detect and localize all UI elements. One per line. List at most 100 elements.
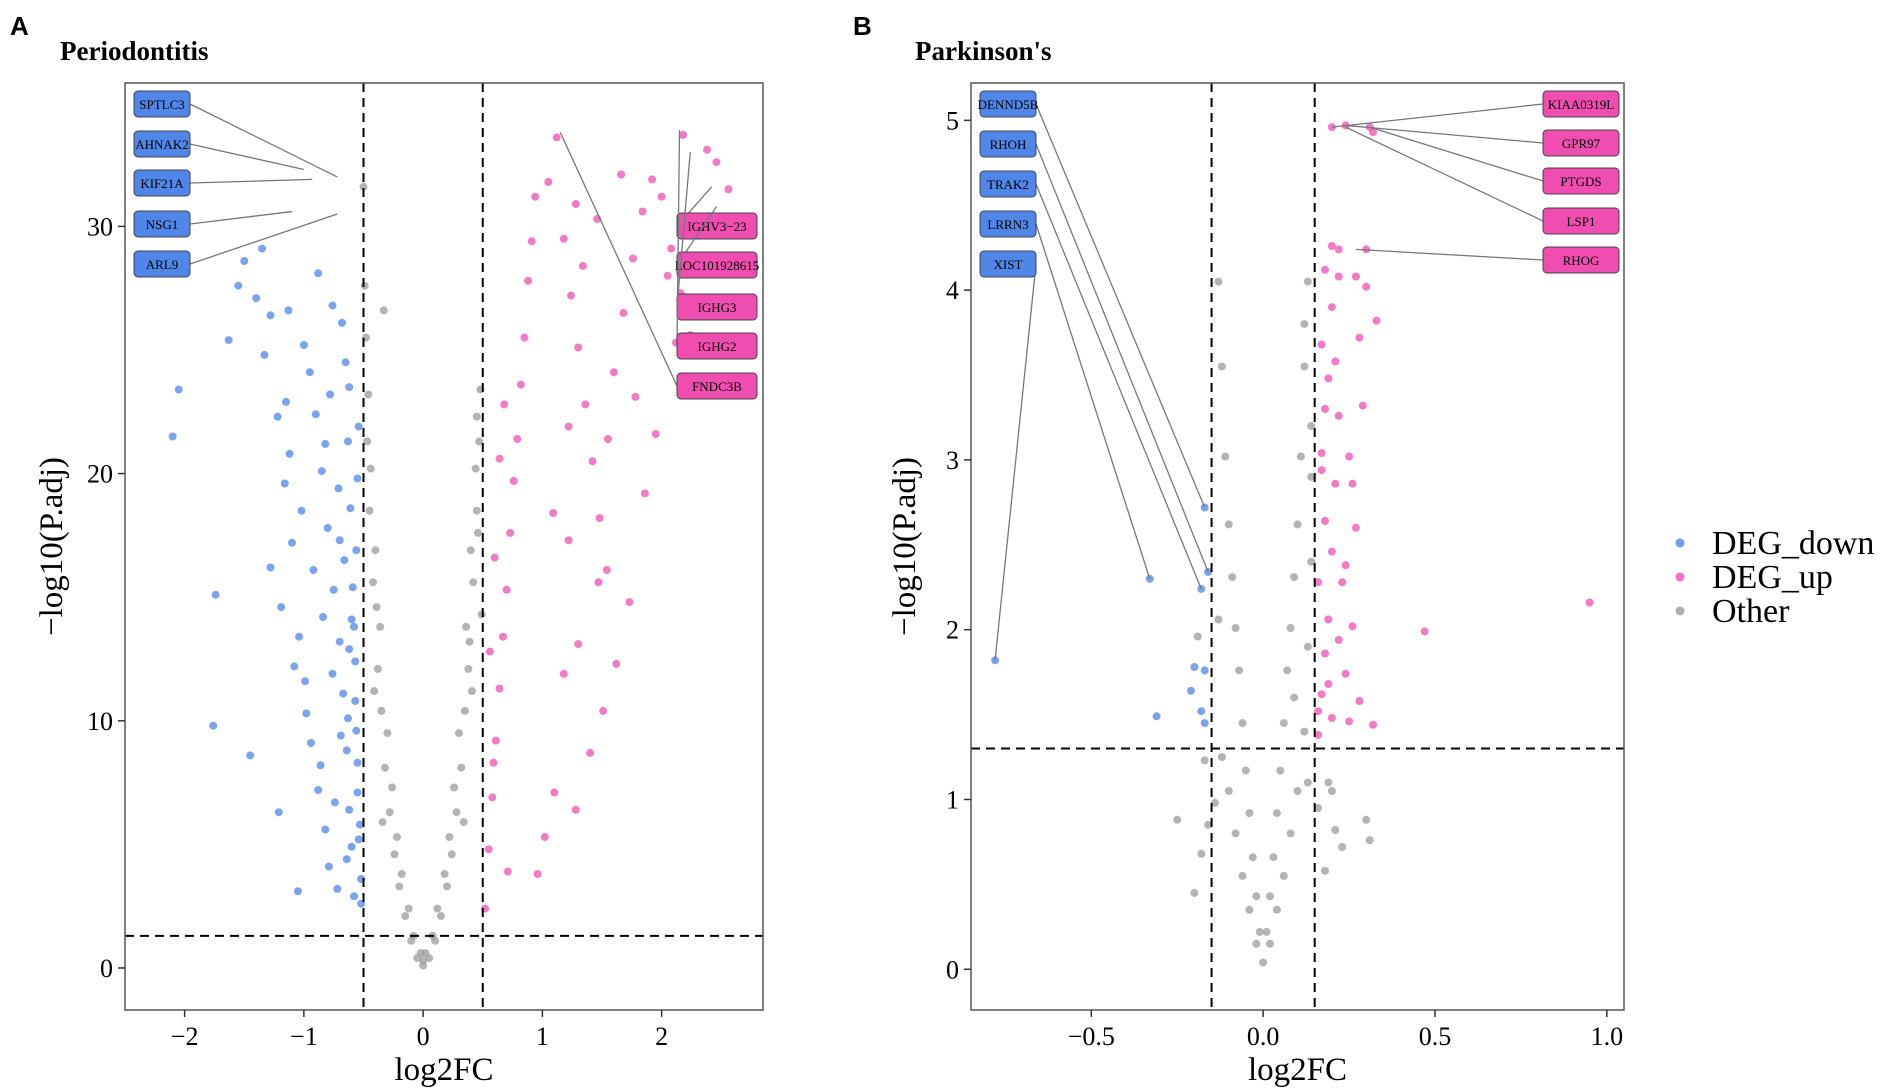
point-deg_up: [1345, 452, 1354, 461]
y-tick-label: 0: [100, 954, 113, 983]
point-deg_up: [489, 758, 498, 767]
point-deg_down: [209, 721, 218, 730]
point-deg_up: [1348, 479, 1357, 488]
point-other: [1231, 624, 1240, 632]
point-deg_down: [351, 657, 360, 666]
legend-key-deg_down: [1675, 538, 1685, 548]
point-deg_down: [301, 677, 310, 686]
point-deg_down: [346, 504, 355, 513]
point-other: [1286, 624, 1295, 632]
point-other: [1307, 472, 1316, 481]
point-deg_up: [550, 788, 559, 797]
point-other: [1214, 615, 1223, 624]
point-deg_up: [703, 145, 711, 154]
point-deg_down: [211, 590, 220, 599]
point-deg_down: [280, 479, 289, 488]
point-deg_up: [1334, 411, 1343, 420]
point-other: [404, 904, 413, 913]
point-other: [369, 578, 377, 587]
point-other: [1173, 815, 1182, 824]
gene-label-text: DENND5B: [978, 97, 1039, 112]
point-deg_down: [317, 467, 326, 476]
point-deg_down: [260, 350, 269, 359]
point-other: [443, 882, 451, 891]
point-deg_down: [333, 884, 342, 893]
point-other: [1314, 804, 1323, 812]
point-other: [1365, 836, 1374, 845]
gene-label-box: [676, 372, 758, 400]
point-deg_down: [991, 656, 1000, 665]
point-deg_up: [506, 528, 515, 537]
point-deg_up: [564, 422, 573, 431]
point-deg_down: [352, 546, 361, 555]
legend-key-other: [1675, 606, 1685, 616]
point-deg_down: [305, 368, 314, 377]
point-other: [421, 949, 430, 958]
data-points: [991, 121, 1594, 967]
point-other: [1279, 719, 1288, 728]
point-other: [381, 763, 389, 772]
point-other: [376, 622, 385, 631]
point-deg_up: [1358, 401, 1367, 410]
point-other: [1300, 320, 1309, 329]
point-other: [1255, 927, 1264, 936]
point-deg_down: [347, 615, 356, 624]
point-other: [465, 637, 474, 646]
point-deg_up: [586, 748, 595, 757]
point-other: [1300, 362, 1309, 371]
point-other: [370, 687, 379, 696]
gene-label-text: PTGDS: [1560, 174, 1601, 189]
point-other: [1217, 362, 1226, 371]
gene-label-connector: [1035, 223, 1151, 579]
x-tick-label: 2: [655, 1022, 668, 1051]
y-tick-label: 0: [946, 955, 959, 984]
point-deg_down: [1145, 574, 1154, 583]
point-deg_down: [348, 583, 357, 592]
gene-label-box: [133, 250, 191, 278]
point-deg_up: [1317, 340, 1326, 349]
point-other: [371, 546, 380, 555]
point-deg_down: [345, 805, 354, 814]
point-other: [1266, 892, 1274, 901]
gene-label-connector: [559, 132, 678, 387]
point-deg_down: [1197, 707, 1206, 716]
point-other: [445, 833, 454, 841]
gene-label-text: RHOH: [990, 137, 1027, 152]
point-other: [1221, 452, 1230, 461]
point-deg_down: [334, 484, 343, 493]
point-deg_down: [321, 439, 330, 448]
point-deg_up: [712, 158, 721, 167]
point-deg_up: [513, 435, 522, 443]
point-deg_up: [1327, 547, 1336, 556]
gene-label-text: LRRN3: [987, 217, 1028, 232]
point-deg_up: [594, 578, 603, 587]
point-deg_down: [342, 746, 351, 755]
point-other: [447, 850, 456, 859]
point-deg_up: [509, 477, 518, 485]
point-deg_down: [353, 474, 362, 483]
gene-label-text: IGHG3: [698, 300, 737, 315]
gene-label-text: FNDC3B: [692, 379, 742, 394]
point-deg_down: [347, 842, 356, 851]
point-deg_down: [168, 432, 177, 441]
y-axis-label: −log10(P.adj): [887, 457, 923, 636]
point-other: [377, 706, 386, 715]
point-other: [1296, 452, 1305, 461]
point-other: [1286, 829, 1295, 838]
point-other: [1293, 787, 1302, 795]
gene-label-box: [1542, 167, 1620, 195]
point-other: [475, 437, 484, 446]
y-tick-label: 1: [946, 785, 959, 814]
gene-label-box: [979, 250, 1037, 278]
y-axis-label: −log10(P.adj): [34, 457, 70, 636]
gene-label-connector: [1035, 183, 1202, 590]
gene-label-box: [979, 210, 1037, 238]
point-other: [1204, 820, 1213, 829]
point-deg_up: [488, 793, 497, 802]
gene-label-text: ARL9: [146, 257, 179, 272]
point-other: [1272, 809, 1281, 818]
point-deg_up: [1321, 517, 1329, 525]
point-deg_up: [1338, 578, 1347, 587]
point-deg_up: [1372, 316, 1381, 325]
point-other: [1269, 853, 1278, 862]
